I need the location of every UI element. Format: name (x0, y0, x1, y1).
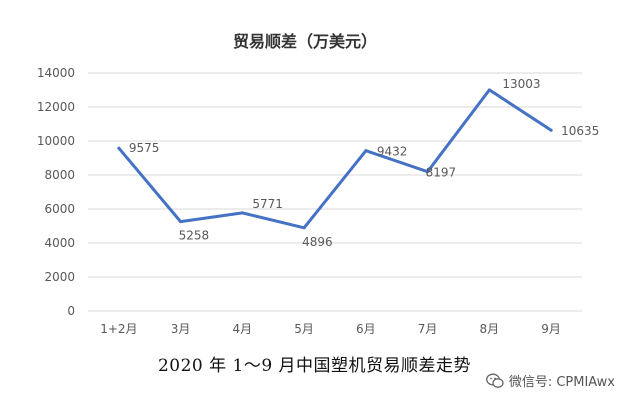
y-tick-label: 12000 (37, 100, 75, 114)
data-point (549, 128, 553, 132)
y-tick-label: 6000 (44, 202, 75, 216)
x-tick-label: 8月 (480, 322, 500, 336)
data-label: 8197 (426, 166, 457, 180)
y-tick-label: 2000 (44, 270, 75, 284)
data-point (240, 211, 244, 215)
x-tick-label: 5月 (294, 322, 314, 336)
y-tick-label: 10000 (37, 134, 75, 148)
y-axis-ticks: 0 2000 4000 6000 8000 10000 12000 14000 (37, 66, 75, 318)
data-point (426, 170, 430, 174)
y-tick-label: 0 (67, 304, 75, 318)
x-axis-ticks: 1+2月 3月 4月 5月 6月 7月 8月 9月 (100, 322, 561, 336)
y-tick-label: 4000 (44, 236, 75, 250)
wechat-icon (485, 373, 504, 388)
x-tick-label: 6月 (356, 322, 376, 336)
data-label: 4896 (302, 235, 333, 249)
data-label: 5258 (179, 229, 210, 243)
x-tick-label: 4月 (233, 322, 253, 336)
x-tick-label: 3月 (171, 322, 191, 336)
data-point (302, 226, 306, 230)
data-labels: 9575 5258 5771 4896 9432 8197 13003 10635 (129, 77, 599, 249)
data-label: 5771 (252, 197, 283, 211)
watermark: 微信号: CPMIAwx (485, 371, 615, 390)
data-point (487, 88, 491, 92)
y-tick-label: 8000 (44, 168, 75, 182)
chart-caption: 2020 年 1～9 月中国塑机贸易顺差走势 (157, 356, 472, 376)
data-point (364, 149, 368, 153)
data-point (117, 146, 121, 150)
gridlines (88, 72, 582, 312)
chart-title: 贸易顺差（万美元） (233, 32, 377, 51)
watermark-text: 微信号: CPMIAwx (508, 375, 615, 390)
x-tick-label: 7月 (418, 322, 438, 336)
x-tick-label: 9月 (541, 322, 561, 336)
x-tick-label: 1+2月 (100, 322, 137, 336)
y-tick-label: 14000 (37, 66, 75, 80)
series-line (117, 88, 553, 230)
data-label: 10635 (561, 124, 599, 138)
data-label: 9432 (377, 145, 408, 159)
data-label: 9575 (129, 141, 160, 155)
data-label: 13003 (502, 77, 540, 91)
series (117, 88, 553, 230)
data-point (179, 220, 183, 224)
